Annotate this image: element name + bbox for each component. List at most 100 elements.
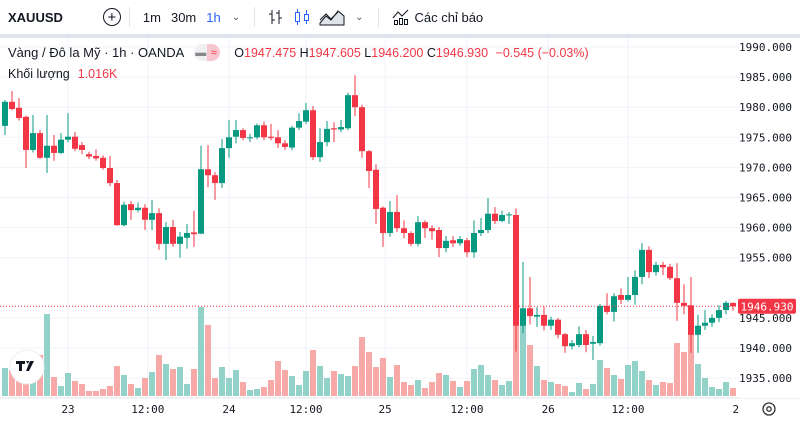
volume-bar: [408, 384, 414, 396]
volume-bar: [653, 384, 659, 396]
volume-bar: [100, 388, 106, 396]
candle-down: [618, 295, 624, 300]
top-toolbar: XAUUSD + 1m 30m 1h ⌄ ⌄ Các chỉ báo: [0, 0, 800, 38]
candle-down: [240, 130, 246, 138]
volume-bar: [205, 324, 211, 396]
candle-down: [72, 136, 78, 149]
volume-bar: [422, 387, 428, 396]
candlestick-icon[interactable]: [293, 8, 311, 26]
volume-label[interactable]: Khối lượng: [8, 67, 70, 81]
candle-up: [289, 127, 295, 148]
volume-bar: [345, 376, 351, 396]
volume-bar: [359, 337, 365, 396]
volume-bar: [520, 316, 526, 396]
volume-bar: [702, 377, 708, 396]
candle-up: [163, 226, 169, 244]
candle-up: [639, 249, 645, 277]
volume-bar: [58, 386, 64, 396]
candle-up: [569, 343, 575, 347]
volume-bar: [632, 360, 638, 396]
open-value: 1947.475: [244, 45, 297, 60]
candle-up: [296, 121, 302, 128]
volume-bar: [114, 366, 120, 396]
add-symbol-icon[interactable]: +: [102, 8, 121, 26]
volume-bar: [107, 386, 113, 396]
candle-down: [464, 240, 470, 253]
bar-chart-icon[interactable]: [267, 8, 285, 26]
volume-bar: [401, 381, 407, 396]
volume-bar: [534, 366, 540, 396]
candle-down: [527, 308, 533, 317]
candle-up: [226, 137, 232, 149]
time-axis[interactable]: 23 12:00 24 12:00 25 12:00 26 12:00 2: [61, 403, 739, 416]
price-tick-label: 1965.000: [739, 192, 792, 205]
candle-up: [303, 110, 309, 122]
volume-bar: [65, 373, 71, 396]
chevron-down-icon[interactable]: ⌄: [231, 11, 241, 23]
price-tick-label: 1975.000: [739, 131, 792, 144]
candle-up: [702, 322, 708, 326]
volume-bar: [471, 368, 477, 396]
candle-up: [716, 310, 722, 318]
volume-bar: [443, 374, 449, 396]
area-chart-icon[interactable]: [319, 8, 345, 26]
price-axis[interactable]: 1990.000 1985.000 1980.000 1975.000 1970.000…: [739, 38, 800, 398]
candle-up: [625, 295, 631, 300]
candle-down: [331, 128, 337, 130]
divider: [254, 7, 256, 27]
divider: [377, 7, 379, 27]
minus-icon[interactable]: ▬: [194, 44, 208, 61]
volume-bar: [254, 388, 260, 396]
volume-bar: [618, 378, 624, 396]
candle-up: [548, 319, 554, 326]
candle-down: [555, 319, 561, 335]
candle-up: [44, 145, 50, 158]
indicators-icon[interactable]: [391, 8, 411, 26]
time-tick-label: 26: [542, 403, 555, 416]
candle-up: [198, 169, 204, 234]
candle-up: [457, 239, 463, 244]
volume-bar: [177, 367, 183, 396]
volume-bar: [541, 380, 547, 396]
chevron-down-icon[interactable]: ⌄: [355, 11, 364, 23]
indicators-button[interactable]: Các chỉ báo: [414, 9, 484, 25]
volume-bar: [527, 344, 533, 396]
settings-icon[interactable]: [762, 402, 776, 416]
candle-up: [611, 296, 617, 312]
candle-down: [156, 213, 162, 244]
volume-bar: [338, 374, 344, 396]
tradingview-logo[interactable]: [9, 349, 45, 385]
interval-30m[interactable]: 30m: [170, 9, 197, 25]
volume-bar: [639, 370, 645, 396]
candle-up: [534, 314, 540, 317]
volume-bar: [233, 370, 239, 396]
candle-down: [674, 278, 680, 303]
candle-up: [65, 136, 71, 140]
volume-bar: [156, 354, 162, 396]
compare-icon[interactable]: ≈: [207, 44, 221, 61]
candle-down: [541, 314, 547, 326]
candle-up: [2, 101, 8, 126]
volume-value: 1.016K: [77, 67, 118, 81]
chart-legend: Vàng / Đô la Mỹ · 1h · OANDA ▬ ≈ O1947.4…: [8, 44, 589, 61]
interval-1h[interactable]: 1h: [206, 9, 221, 25]
volume-bar: [506, 380, 512, 396]
volume-bar: [212, 377, 218, 396]
candle-down: [170, 226, 176, 244]
series-title[interactable]: Vàng / Đô la Mỹ · 1h · OANDA: [8, 45, 185, 60]
candle-up: [149, 213, 155, 220]
candle-up: [653, 264, 659, 273]
candle-up: [499, 214, 505, 221]
candle-down: [394, 211, 400, 229]
symbol-button[interactable]: XAUUSD: [8, 9, 63, 25]
volume-bar: [492, 380, 498, 396]
candle-up: [317, 142, 323, 158]
volume-bar: [149, 371, 155, 396]
interval-1m[interactable]: 1m: [142, 9, 161, 25]
last-price-text: 1946.930: [741, 300, 794, 313]
volume-bar: [646, 380, 652, 396]
legend-toggle[interactable]: ▬ ≈: [194, 44, 221, 61]
candle-down: [660, 264, 666, 268]
candles: [2, 75, 736, 361]
